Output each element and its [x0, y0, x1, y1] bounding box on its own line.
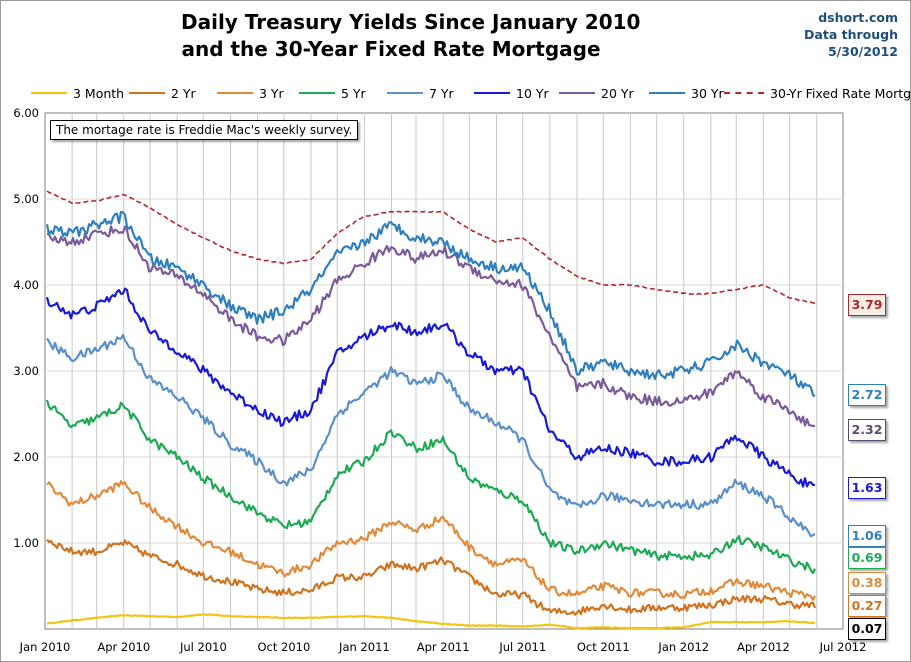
legend-item: 30-Yr Fixed Rate Mortgage: [724, 83, 911, 103]
series-line-2-yr: [46, 538, 817, 616]
series-line-20-yr: [46, 225, 816, 428]
legend-label: 7 Yr: [429, 85, 454, 101]
x-tick-label: Jul 2010: [179, 640, 227, 654]
end-value-label: 0.69: [848, 547, 886, 569]
source-site: dshort.com: [818, 10, 898, 25]
legend: 3 Month 2 Yr 3 Yr 5 Yr 7 Yr 10 Yr 20 Yr 30 Yr 30…: [1, 83, 911, 103]
y-tick-label: 5.00: [13, 192, 39, 206]
legend-label: 10 Yr: [516, 85, 549, 101]
y-tick-label: 4.00: [13, 278, 39, 292]
x-tick-label: Apr 2010: [97, 640, 150, 654]
legend-swatch: [724, 92, 764, 94]
series-line-10-yr: [45, 287, 816, 488]
end-value-label: 0.07: [848, 618, 886, 640]
end-value-label: 2.72: [848, 384, 886, 406]
y-tick-label: 6.00: [13, 106, 39, 120]
x-tick-label: Jan 2011: [338, 640, 390, 654]
x-tick-label: Apr 2011: [417, 640, 470, 654]
series-line-30-yr: [45, 210, 816, 398]
title-line-2: and the 30-Year Fixed Rate Mortgage: [181, 37, 601, 61]
end-value-label: 1.63: [848, 477, 886, 499]
x-tick-label: Jul 2012: [819, 640, 867, 654]
x-tick-label: Oct 2010: [257, 640, 310, 654]
legend-swatch: [129, 92, 165, 94]
source-info: dshort.com Data through 5/30/2012: [768, 9, 898, 60]
legend-item: 20 Yr: [559, 83, 634, 103]
source-data-through: Data through: [804, 27, 898, 42]
legend-swatch: [217, 92, 253, 94]
x-tick-label: Jan 2010: [19, 640, 71, 654]
legend-item: 30 Yr: [649, 83, 724, 103]
source-date: 5/30/2012: [827, 44, 898, 59]
legend-label: 20 Yr: [601, 85, 634, 101]
legend-label: 2 Yr: [171, 85, 196, 101]
y-tick-label: 2.00: [13, 450, 39, 464]
legend-label: 30-Yr Fixed Rate Mortgage: [770, 85, 911, 101]
x-tick-label: Apr 2012: [737, 640, 790, 654]
legend-item: 3 Month: [31, 83, 124, 103]
legend-swatch: [299, 92, 335, 94]
legend-swatch: [559, 92, 595, 94]
legend-item: 5 Yr: [299, 83, 366, 103]
series-line-3-yr: [46, 480, 816, 601]
legend-label: 5 Yr: [341, 85, 366, 101]
series-line-3-month: [46, 612, 816, 630]
end-value-label: 1.06: [848, 525, 886, 547]
chart-note: The mortage rate is Freddie Mac's weekly…: [50, 120, 359, 140]
legend-label: 30 Yr: [691, 85, 724, 101]
series-line-7-yr: [46, 333, 816, 538]
legend-swatch: [474, 92, 510, 94]
x-tick-label: Jul 2011: [498, 640, 546, 654]
end-value-label: 0.38: [848, 572, 886, 594]
legend-swatch: [31, 92, 67, 94]
legend-item: 2 Yr: [129, 83, 196, 103]
x-tick-label: Oct 2011: [577, 640, 630, 654]
legend-label: 3 Yr: [259, 85, 284, 101]
legend-swatch: [649, 92, 685, 94]
title-line-1: Daily Treasury Yields Since January 2010: [181, 10, 641, 34]
legend-item: 7 Yr: [387, 83, 454, 103]
end-value-label: 3.79: [848, 294, 886, 316]
legend-item: 10 Yr: [474, 83, 549, 103]
end-value-label: 0.27: [848, 595, 886, 617]
legend-label: 3 Month: [73, 85, 125, 101]
y-tick-label: 1.00: [13, 536, 39, 550]
legend-item: 3 Yr: [217, 83, 284, 103]
chart-title: Daily Treasury Yields Since January 2010…: [181, 9, 641, 63]
series-line-30-yr-fixed-rate-mortgage: [46, 190, 816, 304]
series-line-5-yr: [45, 399, 816, 575]
end-value-label: 2.32: [848, 419, 886, 441]
x-tick-label: Jan 2012: [657, 640, 709, 654]
y-tick-label: 3.00: [13, 364, 39, 378]
legend-swatch: [387, 92, 423, 94]
